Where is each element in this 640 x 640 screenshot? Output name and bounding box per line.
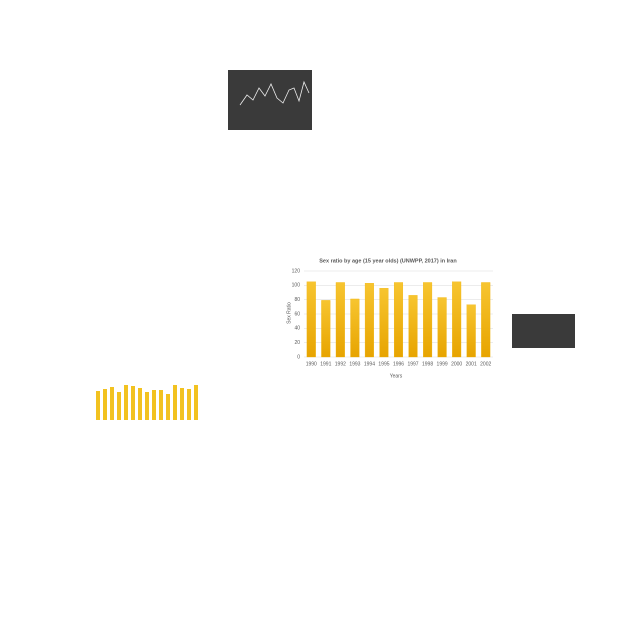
x-tick-label: 1992 xyxy=(335,361,346,367)
x-tick-label: 1991 xyxy=(320,361,331,367)
x-tick-label: 1993 xyxy=(349,361,360,367)
bar xyxy=(481,282,491,358)
y-tick-label: 60 xyxy=(294,311,300,317)
bar xyxy=(379,288,389,358)
y-tick-label: 40 xyxy=(294,326,300,332)
x-tick-label: 1995 xyxy=(378,361,389,367)
y-tick-label: 100 xyxy=(292,283,301,289)
x-tick-label: 2001 xyxy=(466,361,477,367)
thumbnail-bar-chart xyxy=(95,385,210,420)
bar xyxy=(393,282,404,358)
bar xyxy=(466,304,476,358)
x-tick-label: 2002 xyxy=(480,361,491,367)
bar xyxy=(452,281,462,358)
y-tick-label: 80 xyxy=(294,297,300,303)
bar xyxy=(350,298,360,358)
x-tick-label: 1990 xyxy=(306,361,317,367)
bar xyxy=(423,282,433,358)
bar xyxy=(364,283,374,358)
y-tick-label: 0 xyxy=(297,354,300,360)
thumbnail-line-chart xyxy=(228,70,312,130)
x-tick-label: 1994 xyxy=(364,361,375,367)
bar xyxy=(306,281,316,358)
x-tick-label: 1997 xyxy=(407,361,418,367)
bar xyxy=(335,282,345,358)
y-axis-label: Sex Ratio xyxy=(286,302,292,324)
bar xyxy=(321,300,331,358)
x-tick-label: 1996 xyxy=(393,361,404,367)
y-tick-label: 20 xyxy=(294,340,300,346)
chart-title: Sex ratio by age (15 year olds) (UNWPP, … xyxy=(319,258,457,264)
x-tick-label: 1998 xyxy=(422,361,433,367)
bar xyxy=(408,295,418,358)
y-tick-label: 120 xyxy=(292,268,301,274)
x-tick-label: 1999 xyxy=(437,361,448,367)
thumbnail-scatter-chart xyxy=(512,314,575,348)
x-tick-label: 2000 xyxy=(451,361,462,367)
bar xyxy=(437,297,447,358)
x-axis-label: Years xyxy=(390,373,403,379)
